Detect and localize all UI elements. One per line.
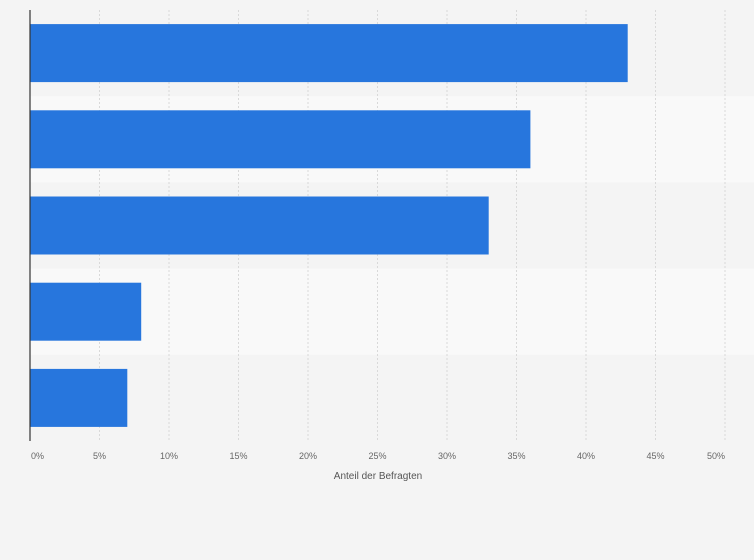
x-tick-label: 35% — [507, 451, 525, 461]
x-tick-labels: 0% 5% 10% 15% 20% 25% 30% 35% 40% 45% 50% — [31, 451, 725, 461]
row-band — [30, 354, 754, 441]
x-axis-title: Anteil der Befragten — [334, 471, 422, 482]
bar — [30, 110, 531, 169]
bar — [30, 196, 489, 255]
x-tick-label: 5% — [93, 451, 106, 461]
x-tick-label: 15% — [229, 451, 247, 461]
bars — [30, 24, 628, 427]
x-tick-label: 30% — [438, 451, 456, 461]
x-tick-label: 45% — [646, 451, 664, 461]
bar — [30, 368, 128, 427]
bar — [30, 24, 628, 83]
x-tick-label: 40% — [577, 451, 595, 461]
x-tick-label: 25% — [368, 451, 386, 461]
bar — [30, 282, 142, 341]
x-tick-label: 0% — [31, 451, 44, 461]
x-tick-label: 20% — [299, 451, 317, 461]
row-band — [30, 268, 754, 355]
x-tick-label: 50% — [707, 451, 725, 461]
x-tick-label: 10% — [160, 451, 178, 461]
